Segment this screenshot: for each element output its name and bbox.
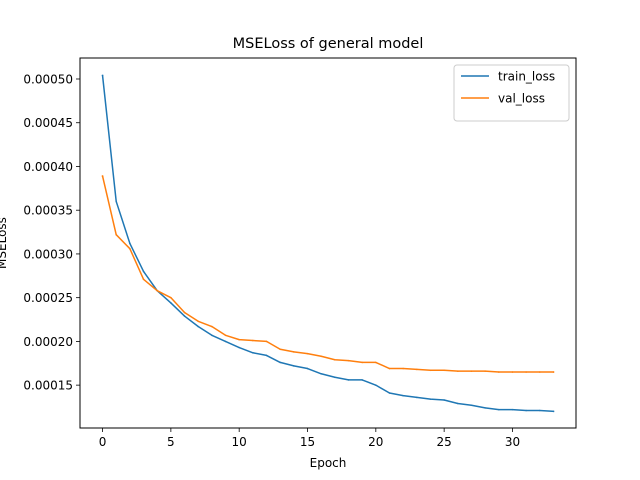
data-point-val_loss-17	[334, 358, 336, 361]
legend-label-val_loss: val_loss	[498, 92, 545, 106]
data-point-val_loss-1	[115, 233, 118, 236]
data-point-train_loss-10	[238, 346, 240, 349]
data-point-train_loss-21	[388, 392, 391, 394]
data-point-train_loss-18	[347, 379, 350, 381]
data-point-train_loss-15	[306, 367, 309, 370]
data-point-train_loss-32	[538, 409, 541, 412]
data-point-val_loss-0	[101, 175, 104, 177]
data-point-val_loss-25	[443, 369, 445, 372]
x-tick-label-20: 20	[368, 435, 383, 449]
y-tick-label-0.00045: 0.00045	[23, 116, 73, 130]
data-point-train_loss-31	[525, 409, 527, 412]
data-point-train_loss-11	[252, 351, 254, 354]
x-tick-label-10: 10	[232, 435, 247, 449]
y-axis: 0.00015 0.00020 0.00025 0.00030 0.00035 0.000…	[23, 72, 80, 393]
data-point-val_loss-12	[265, 340, 268, 343]
series-layer	[101, 74, 555, 413]
data-point-val_loss-32	[538, 371, 541, 373]
data-point-val_loss-2	[129, 247, 131, 250]
data-point-train_loss-28	[484, 407, 486, 409]
legend-frame	[453, 64, 570, 122]
data-point-val_loss-11	[252, 339, 254, 342]
data-point-train_loss-17	[334, 376, 336, 379]
y-tick-label-0.00020: 0.00020	[23, 335, 73, 349]
data-point-val_loss-3	[142, 278, 145, 281]
data-point-train_loss-0	[101, 74, 104, 77]
data-point-val_loss-10	[238, 338, 240, 341]
data-point-train_loss-29	[498, 408, 500, 411]
data-point-train_loss-5	[170, 302, 172, 304]
x-tick-label-5: 5	[167, 435, 175, 449]
y-tick-label-0.00050: 0.00050	[23, 72, 73, 86]
data-point-train_loss-24	[429, 398, 432, 400]
chart-title: MSELoss of general model	[233, 36, 424, 52]
data-point-train_loss-8	[211, 334, 213, 337]
data-point-train_loss-6	[183, 315, 186, 317]
data-point-train_loss-7	[197, 325, 199, 328]
x-tick-label-25: 25	[437, 435, 452, 449]
plot-area-frame	[79, 57, 577, 429]
series-line-val_loss	[101, 175, 555, 373]
x-axis: 0 5 10 15 20 25 30	[99, 428, 520, 449]
y-tick-label-0.00015: 0.00015	[23, 379, 73, 393]
legend: train_loss val_loss	[453, 64, 570, 122]
data-point-val_loss-28	[484, 370, 486, 372]
data-point-val_loss-20	[375, 361, 377, 364]
x-tick-label-15: 15	[300, 435, 315, 449]
data-point-val_loss-23	[416, 368, 418, 371]
data-point-val_loss-31	[525, 371, 527, 373]
data-point-val_loss-16	[320, 355, 322, 358]
data-point-train_loss-19	[361, 379, 363, 381]
legend-label-train_loss: train_loss	[498, 70, 555, 84]
data-point-train_loss-9	[224, 340, 227, 343]
data-point-val_loss-14	[293, 351, 295, 353]
data-point-val_loss-5	[170, 296, 172, 299]
data-point-train_loss-33	[552, 410, 555, 413]
data-point-val_loss-7	[197, 320, 199, 323]
series-line-train_loss	[101, 74, 555, 413]
data-point-val_loss-27	[470, 370, 473, 372]
data-point-val_loss-4	[156, 289, 158, 292]
x-tick-label-30: 30	[505, 435, 520, 449]
data-point-val_loss-22	[402, 367, 404, 370]
y-axis-title: MSELoss	[0, 217, 9, 269]
data-point-val_loss-29	[498, 371, 500, 373]
data-point-train_loss-2	[129, 242, 131, 245]
data-point-train_loss-14	[293, 365, 295, 367]
data-point-train_loss-30	[511, 408, 514, 411]
data-point-train_loss-26	[457, 402, 459, 405]
data-point-val_loss-30	[511, 371, 514, 373]
data-point-train_loss-16	[320, 372, 322, 375]
y-tick-label-0.00030: 0.00030	[23, 247, 73, 261]
data-point-val_loss-18	[347, 359, 350, 362]
x-tick-label-0: 0	[99, 435, 107, 449]
data-point-val_loss-21	[388, 367, 391, 370]
series-val_loss	[101, 175, 555, 373]
y-tick-label-0.00025: 0.00025	[23, 291, 73, 305]
data-point-val_loss-15	[306, 352, 309, 355]
data-point-val_loss-13	[279, 348, 281, 351]
data-point-train_loss-3	[142, 270, 145, 273]
data-point-train_loss-27	[470, 404, 473, 407]
y-tick-label-0.00040: 0.00040	[23, 160, 73, 174]
y-tick-label-0.00035: 0.00035	[23, 204, 73, 218]
data-point-val_loss-33	[552, 371, 555, 373]
data-point-train_loss-1	[115, 200, 118, 203]
data-point-val_loss-26	[457, 370, 459, 372]
data-point-val_loss-9	[224, 334, 227, 337]
x-axis-title: Epoch	[310, 456, 347, 470]
data-point-val_loss-24	[429, 369, 432, 372]
data-point-train_loss-13	[279, 361, 281, 364]
data-point-val_loss-19	[361, 361, 363, 364]
data-point-train_loss-12	[265, 354, 268, 357]
data-point-val_loss-6	[183, 311, 186, 314]
data-point-train_loss-22	[402, 394, 404, 397]
data-point-train_loss-23	[416, 396, 418, 399]
data-point-train_loss-25	[443, 399, 445, 401]
data-point-val_loss-8	[211, 325, 213, 328]
data-point-train_loss-20	[375, 384, 377, 386]
